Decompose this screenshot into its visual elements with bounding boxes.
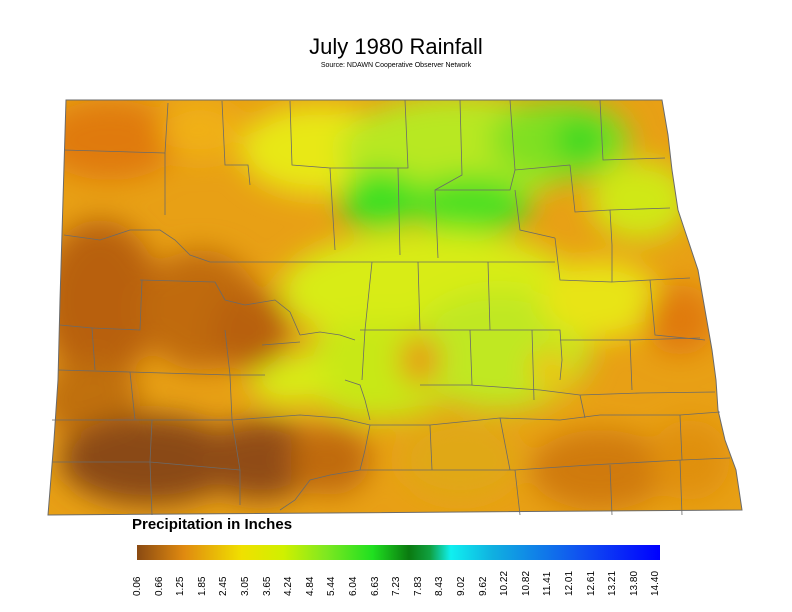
legend-tick-label: 4.24 bbox=[283, 566, 295, 596]
legend-tick-label: 9.02 bbox=[456, 566, 468, 596]
legend-tick-label: 9.62 bbox=[478, 566, 490, 596]
legend-tick-text: 0.06 bbox=[132, 576, 143, 596]
legend-tick-label: 6.04 bbox=[348, 566, 360, 596]
legend-tick-label: 0.66 bbox=[154, 566, 166, 596]
legend-tick-text: 1.25 bbox=[175, 576, 187, 596]
legend-tick-label: 14.40 bbox=[650, 566, 662, 596]
legend-tick-text: 12.01 bbox=[564, 570, 575, 596]
state-outline bbox=[47, 99, 743, 516]
legend-tick-text: 12.61 bbox=[585, 570, 597, 596]
legend-tick-label: 7.83 bbox=[413, 566, 425, 596]
legend-tick-label: 12.61 bbox=[586, 566, 598, 596]
legend-tick-text: 0.66 bbox=[153, 576, 165, 596]
legend-tick-text: 8.43 bbox=[434, 576, 446, 596]
legend-tick-label: 10.82 bbox=[521, 566, 533, 596]
legend-tick-label: 0.06 bbox=[132, 566, 144, 596]
legend-tick-text: 6.04 bbox=[348, 576, 359, 596]
legend-tick-text: 10.22 bbox=[499, 570, 511, 596]
legend-tick-label: 1.25 bbox=[175, 566, 187, 596]
legend-tick-label: 13.21 bbox=[607, 566, 619, 596]
legend-tick-text: 3.05 bbox=[240, 576, 251, 596]
legend-tick-text: 13.80 bbox=[628, 570, 640, 596]
legend-tick-label: 4.84 bbox=[305, 566, 317, 596]
legend-tick-text: 9.62 bbox=[477, 576, 489, 596]
legend-tick-label: 3.65 bbox=[262, 566, 274, 596]
legend-tick-label: 3.05 bbox=[240, 566, 252, 596]
legend-tick-text: 2.45 bbox=[218, 576, 230, 596]
legend-tick-label: 10.22 bbox=[499, 566, 511, 596]
legend-tick-text: 9.02 bbox=[456, 576, 467, 596]
county-boundaries bbox=[52, 99, 731, 516]
legend-tick-text: 13.21 bbox=[607, 570, 619, 596]
legend-tick-text: 7.83 bbox=[412, 576, 424, 596]
legend-tick-label: 5.44 bbox=[326, 566, 338, 596]
legend-tick-text: 1.85 bbox=[196, 576, 208, 596]
legend-tick-label: 13.80 bbox=[629, 566, 641, 596]
legend-tick-text: 11.41 bbox=[542, 571, 554, 596]
legend-tick-text: 4.24 bbox=[283, 576, 295, 596]
legend-tick-text: 5.44 bbox=[326, 576, 338, 596]
legend-tick-text: 6.63 bbox=[369, 576, 381, 596]
legend-tick-text: 7.23 bbox=[391, 576, 403, 596]
legend-tick-label: 11.41 bbox=[542, 566, 554, 596]
rainfall-surface bbox=[48, 100, 742, 515]
map-title: July 1980 Rainfall bbox=[309, 34, 483, 59]
legend-tick-label: 12.01 bbox=[564, 566, 576, 596]
legend-tick-label: 7.23 bbox=[391, 566, 403, 596]
legend-tick-text: 10.82 bbox=[520, 570, 532, 596]
legend-tick-text: 14.40 bbox=[650, 570, 662, 596]
legend-tick-label: 6.63 bbox=[370, 566, 382, 596]
legend-tick-label: 8.43 bbox=[434, 566, 446, 596]
legend-color-bar bbox=[137, 545, 660, 560]
legend-tick-label: 2.45 bbox=[218, 566, 230, 596]
map-source: Source: NDAWN Cooperative Observer Netwo… bbox=[320, 62, 472, 69]
legend-tick-text: 4.84 bbox=[304, 576, 316, 596]
legend-tick-label: 1.85 bbox=[197, 566, 209, 596]
legend-tick-text: 3.65 bbox=[261, 576, 273, 596]
legend-title: Precipitation in Inches bbox=[132, 516, 293, 533]
